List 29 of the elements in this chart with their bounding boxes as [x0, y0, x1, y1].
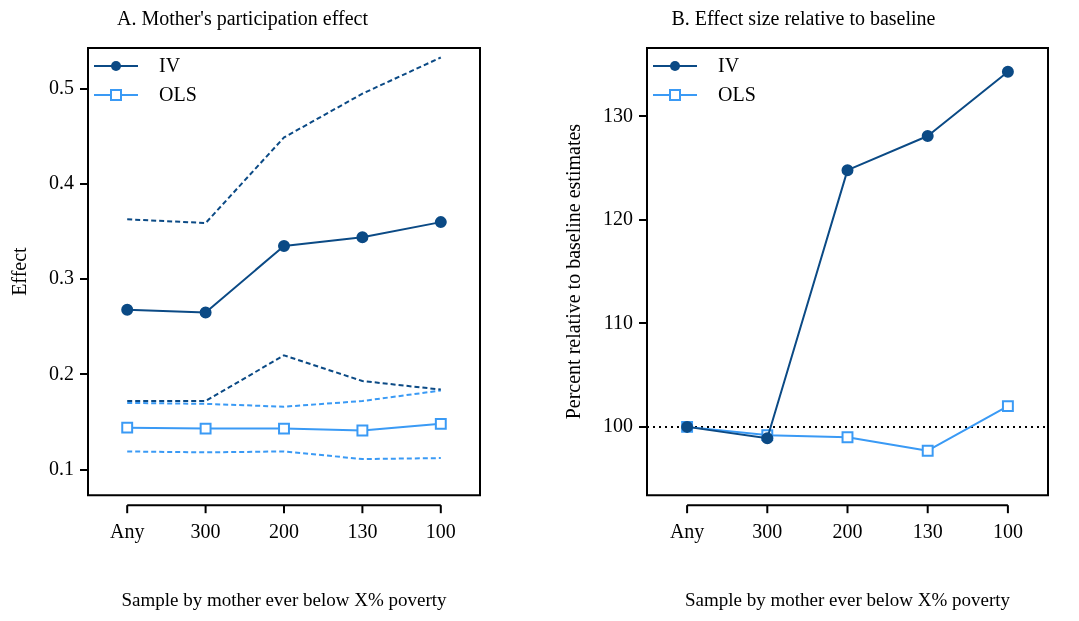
x-tick-label: Any: [109, 520, 145, 544]
y-tick-label: 120: [603, 207, 633, 230]
y-tick-label: 0.5: [49, 76, 74, 99]
y-tick-label: 110: [603, 310, 633, 333]
x-axis-title: Sample by mother ever below X% poverty: [121, 588, 448, 610]
x-tick-label: 200: [832, 520, 863, 543]
chart-title: A. Mother's participation effect: [117, 7, 369, 31]
y-tick-label: 100: [603, 414, 633, 437]
y-tick-label: 0.1: [49, 456, 74, 479]
y-tick-label: 0.4: [49, 171, 74, 194]
legend-label: IV: [159, 54, 181, 77]
x-tick-label: Any: [669, 520, 705, 544]
legend-label: IV: [718, 54, 740, 77]
x-tick-label: 200: [269, 520, 299, 543]
x-tick-label: 100: [425, 520, 456, 543]
x-tick-label: 100: [992, 520, 1023, 543]
x-tick-label: 130: [912, 520, 943, 543]
x-tick-label: 300: [752, 520, 783, 543]
legend-label: OLS: [159, 83, 197, 106]
legend-label: OLS: [718, 83, 756, 106]
x-tick-label: 300: [190, 520, 221, 543]
x-tick-label: 130: [347, 520, 378, 543]
y-tick-label: 0.3: [49, 266, 74, 289]
y-axis-title: Effect: [8, 246, 31, 296]
x-axis-title: Sample by mother ever below X% poverty: [684, 588, 1011, 610]
y-tick-label: 0.2: [49, 361, 74, 384]
y-tick-label: 130: [603, 103, 633, 126]
y-axis-title: Percent relative to baseline estimates: [562, 123, 585, 420]
chart-title: B. Effect size relative to baseline: [671, 7, 936, 30]
